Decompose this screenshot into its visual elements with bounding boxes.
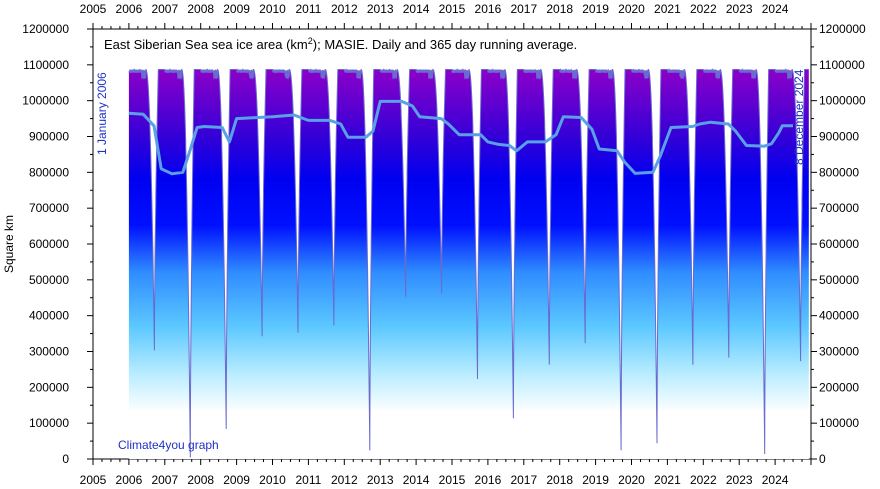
x-tick-label-top: 2006 (116, 2, 143, 16)
x-tick-label-bottom: 2010 (259, 473, 286, 487)
y-tick-label-left: 300000 (29, 345, 69, 359)
y-tick-label-right: 700000 (819, 201, 859, 215)
x-tick-label-bottom: 2005 (80, 473, 107, 487)
chart-title: East Siberian Sea sea ice area (km2); MA… (104, 36, 577, 52)
x-tick-label-bottom: 2009 (223, 473, 250, 487)
x-tick-label-top: 2016 (475, 2, 502, 16)
x-tick-label-top: 2011 (295, 2, 321, 16)
x-tick-label-top: 2012 (331, 2, 358, 16)
y-tick-label-left: 100000 (29, 416, 69, 430)
y-tick-label-left: 200000 (29, 380, 69, 394)
x-tick-label-bottom: 2023 (726, 473, 753, 487)
credit-label: Climate4you graph (118, 438, 219, 452)
x-tick-label-top: 2019 (582, 2, 609, 16)
y-tick-label-left: 400000 (29, 309, 69, 323)
y-tick-label-left: 600000 (29, 237, 69, 251)
y-tick-label-right: 100000 (819, 416, 859, 430)
y-tick-label-left: 800000 (29, 165, 69, 179)
y-tick-label-right: 800000 (819, 165, 859, 179)
x-tick-label-bottom: 2022 (690, 473, 717, 487)
y-tick-label-right: 300000 (819, 345, 859, 359)
end-date-label: 8 December 2024 (792, 69, 806, 165)
x-tick-label-bottom: 2020 (618, 473, 645, 487)
daily-area (128, 68, 809, 459)
y-tick-label-right: 900000 (819, 130, 859, 144)
x-tick-label-bottom: 2011 (295, 473, 321, 487)
running-average-line (128, 99, 793, 176)
x-tick-label-bottom: 2007 (151, 473, 178, 487)
y-tick-label-right: 500000 (819, 273, 859, 287)
y-tick-label-left: 900000 (29, 130, 69, 144)
x-tick-label-bottom: 2006 (116, 473, 143, 487)
x-tick-label-bottom: 2016 (475, 473, 502, 487)
x-axis-bottom: 2005 2006 2007 2008 2009 2010 2011 2012 2013 2014… (80, 459, 812, 487)
x-tick-label-top: 2008 (187, 2, 214, 16)
y-tick-label-right: 1100000 (819, 58, 865, 72)
x-tick-label-bottom: 2014 (403, 473, 430, 487)
x-tick-label-top: 2013 (367, 2, 394, 16)
daily-area-fill (128, 69, 809, 459)
x-tick-label-top: 2015 (439, 2, 466, 16)
y-tick-label-right: 1000000 (819, 94, 866, 108)
x-tick-label-bottom: 2024 (762, 473, 789, 487)
x-tick-label-top: 2010 (259, 2, 286, 16)
y-tick-label-left: 1000000 (22, 94, 69, 108)
x-tick-label-top: 2014 (403, 2, 430, 16)
title-superscript: 2 (308, 36, 313, 46)
x-tick-label-top: 2005 (80, 2, 107, 16)
y-tick-label-right: 400000 (819, 309, 859, 323)
x-tick-label-bottom: 2019 (582, 473, 609, 487)
y-tick-label-left: 1100000 (23, 58, 69, 72)
x-tick-label-top: 2009 (223, 2, 250, 16)
x-tick-label-bottom: 2017 (510, 473, 537, 487)
running-average (128, 99, 793, 176)
x-tick-label-top: 2022 (690, 2, 717, 16)
y-tick-label-right: 200000 (819, 380, 859, 394)
y-tick-label-left: 0 (62, 452, 69, 466)
x-tick-label-top: 2017 (510, 2, 537, 16)
y-tick-label-left: 1200000 (22, 22, 69, 36)
y-tick-label-right: 1200000 (819, 22, 866, 36)
x-tick-label-top: 2020 (618, 2, 645, 16)
x-tick-label-top: 2018 (546, 2, 573, 16)
x-tick-label-bottom: 2012 (331, 473, 358, 487)
x-axis-top: 2005 2006 2007 2008 2009 2010 2011 2012 2013 2014… (80, 2, 812, 29)
x-tick-label-bottom: 2008 (187, 473, 214, 487)
y-axis-left: 0 100000 200000 300000 400000 500000 600000 700… (22, 22, 93, 466)
start-date-label: 1 January 2006 (95, 72, 109, 155)
x-tick-label-bottom: 2021 (654, 473, 681, 487)
y-tick-label-left: 500000 (29, 273, 69, 287)
y-tick-label-left: 700000 (29, 201, 69, 215)
x-tick-label-bottom: 2018 (546, 473, 573, 487)
y-tick-label-right: 0 (819, 452, 826, 466)
y-axis-label: Square km (2, 215, 16, 273)
y-axis-right: 0 100000 200000 300000 400000 500000 600000 700… (811, 22, 866, 466)
x-tick-label-bottom: 2015 (439, 473, 466, 487)
y-tick-label-right: 600000 (819, 237, 859, 251)
x-tick-label-top: 2024 (762, 2, 789, 16)
x-tick-label-top: 2021 (654, 2, 681, 16)
x-tick-label-bottom: 2013 (367, 473, 394, 487)
x-tick-label-top: 2007 (151, 2, 178, 16)
x-tick-label-top: 2023 (726, 2, 753, 16)
daily-line (128, 68, 809, 458)
